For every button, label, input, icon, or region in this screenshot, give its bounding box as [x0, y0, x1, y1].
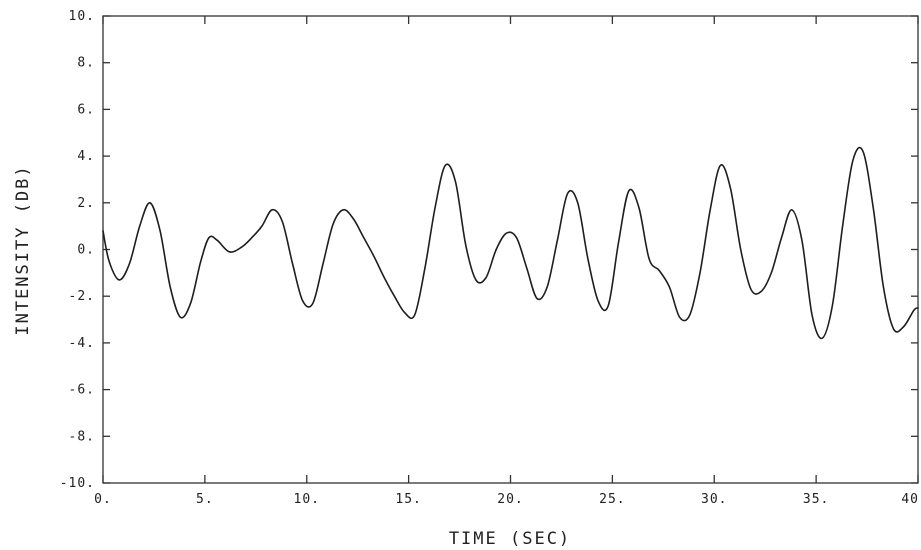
y-tick-label: -2. — [69, 289, 95, 304]
y-tick-label: -6. — [69, 383, 95, 398]
y-tick-label: -10. — [60, 476, 95, 491]
y-tick-label: 0. — [77, 243, 95, 258]
y-tick-label: -8. — [69, 429, 95, 444]
x-tick-label: 15. — [395, 492, 421, 507]
x-tick-label: 40 — [901, 492, 919, 507]
x-tick-label: 25. — [599, 492, 625, 507]
x-tick-label: 30. — [701, 492, 727, 507]
y-tick-label: 2. — [77, 196, 95, 211]
x-axis-label: TIME (SEC) — [449, 529, 571, 549]
y-tick-label: 8. — [77, 56, 95, 71]
series-line — [102, 146, 919, 340]
y-tick-label: 4. — [77, 149, 95, 164]
y-tick-label: -4. — [69, 336, 95, 351]
axis-ticks — [102, 15, 919, 484]
x-tick-label: 10. — [294, 492, 320, 507]
x-tick-label: 35. — [803, 492, 829, 507]
x-tick-label: 20. — [497, 492, 523, 507]
y-tick-label: 10. — [69, 9, 95, 24]
y-tick-labels: 10. 8. 6. 4. 2. 0. -2. -4. -6. -8. -10. — [60, 9, 95, 491]
x-tick-label: 0. — [94, 492, 112, 507]
y-axis-label: INTENSITY (DB) — [13, 164, 33, 335]
x-tick-label: 5. — [196, 492, 214, 507]
x-tick-labels: 0. 5. 10. 15. 20. 25. 30. 35. 40 — [94, 492, 919, 507]
y-tick-label: 6. — [77, 102, 95, 117]
